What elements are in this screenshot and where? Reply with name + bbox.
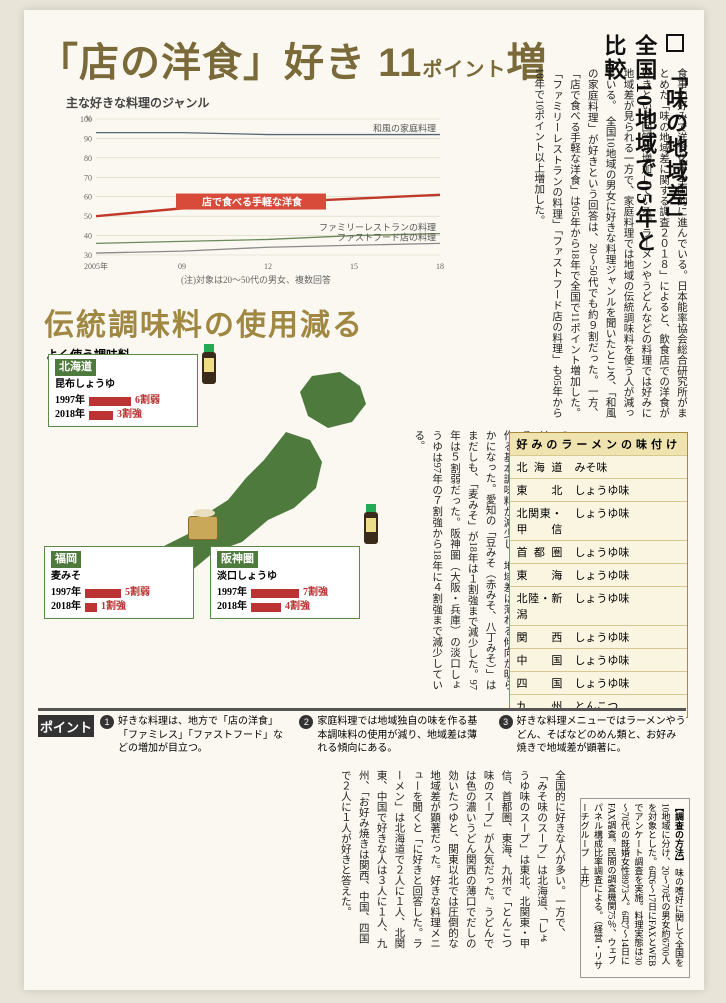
headline-kicker-block: 「味の地域差」全国10地域で05年と比較 bbox=[598, 34, 690, 254]
svg-text:15: 15 bbox=[350, 262, 358, 271]
svg-text:18: 18 bbox=[436, 262, 444, 271]
headline-square-icon bbox=[666, 34, 684, 52]
svg-text:30: 30 bbox=[84, 251, 92, 260]
points-label: ポイント bbox=[38, 715, 94, 737]
svg-text:12: 12 bbox=[264, 262, 272, 271]
line-chart: 主な好きな料理のジャンル 30405060708090100%2005年0912… bbox=[66, 94, 446, 294]
svg-text:2005年: 2005年 bbox=[84, 261, 108, 271]
svg-text:60: 60 bbox=[84, 193, 92, 202]
body-text-bottom: 全国的に好きな人が多い。一方で、「みそ味のスープ」は北海道、「しょうゆ味のスープ… bbox=[38, 770, 568, 952]
title-part-a: 「店の洋食」 bbox=[38, 41, 284, 85]
svg-text:ファミリーレストランの料理: ファミリーレストランの料理 bbox=[319, 222, 436, 233]
table-row: 北陸・新潟しょうゆ味 bbox=[510, 586, 687, 625]
svg-text:%: % bbox=[85, 114, 92, 123]
table-row: 中 国しょうゆ味 bbox=[510, 648, 687, 671]
svg-text:70: 70 bbox=[84, 173, 92, 182]
svg-text:ファストフード店の料理: ファストフード店の料理 bbox=[337, 231, 436, 242]
table-row: 北海道みそ味 bbox=[510, 455, 687, 478]
headline-kicker: 「味の地域差」全国10地域で05年と比較 bbox=[601, 34, 688, 254]
svg-text:40: 40 bbox=[84, 232, 92, 241]
survey-method-box: 【調査の方法】 味の嗜好に関して全国を10地域に分け、20～70代の男女約670… bbox=[580, 798, 690, 978]
ramen-flavor-table: 好みのラーメンの味付け 北海道みそ味東 北しょうゆ味北関東・甲信しょうゆ味首都圏… bbox=[509, 432, 688, 718]
point-item: 3好きな料理メニューではラーメンやうどん、そばなどのめん類と、お好み焼きで地域差… bbox=[499, 715, 686, 756]
table-row: 東 北しょうゆ味 bbox=[510, 478, 687, 501]
point-item: 1好きな料理は、地方で「店の洋食」「ファミレス」「ファストフード」などの増加が目… bbox=[100, 715, 287, 756]
survey-heading: 【調査の方法】 bbox=[674, 803, 684, 866]
miso-box-icon bbox=[188, 516, 218, 540]
map-callout: 北海道昆布しょうゆ1997年6割弱2018年3割強 bbox=[48, 354, 198, 427]
point-item: 2家庭料理では地域独自の味を作る基本調味料の使用が減り、地域差は薄れる傾向にある… bbox=[299, 715, 486, 756]
table-row: 首都圏しょうゆ味 bbox=[510, 540, 687, 563]
svg-text:09: 09 bbox=[178, 262, 186, 271]
chart-title: 主な好きな料理のジャンル bbox=[66, 94, 446, 111]
key-points-row: ポイント 1好きな料理は、地方で「店の洋食」「ファミレス」「ファストフード」など… bbox=[38, 708, 686, 766]
japan-map-block: よく使う調味料 北海道昆布しょうゆ1997年6割弱2018年3割強福岡麦みそ19… bbox=[42, 348, 442, 648]
svg-text:90: 90 bbox=[84, 134, 92, 143]
svg-text:50: 50 bbox=[84, 212, 92, 221]
survey-text: 味の嗜好に関して全国を10地域に分け、20～70代の男女約6700人を対象とした… bbox=[580, 803, 685, 970]
title-number: 11 bbox=[378, 41, 422, 85]
title-part-b: 好き bbox=[284, 41, 366, 85]
table-row: 北関東・甲信しょうゆ味 bbox=[510, 501, 687, 540]
table-row: 四 国しょうゆ味 bbox=[510, 671, 687, 694]
soy-sauce-bottle-icon bbox=[202, 344, 216, 384]
chart-svg: 30405060708090100%2005年09121518店で食べる手軽な洋… bbox=[66, 113, 446, 273]
svg-text:店で食べる手軽な洋食: 店で食べる手軽な洋食 bbox=[202, 196, 303, 209]
ramen-table-title: 好みのラーメンの味付け bbox=[510, 433, 687, 455]
soy-sauce-bottle-icon bbox=[364, 504, 378, 544]
table-row: 関 西しょうゆ味 bbox=[510, 625, 687, 648]
table-row: 東 海しょうゆ味 bbox=[510, 563, 687, 586]
svg-text:80: 80 bbox=[84, 154, 92, 163]
map-callout: 福岡麦みそ1997年5割弱2018年1割強 bbox=[44, 546, 194, 619]
svg-text:和風の家庭料理: 和風の家庭料理 bbox=[373, 123, 436, 134]
chart-footnote: (注)対象は20～50代の男女、複数回答 bbox=[66, 273, 446, 286]
map-callout: 阪神圏淡口しょうゆ1997年7割強2018年4割強 bbox=[210, 546, 360, 619]
